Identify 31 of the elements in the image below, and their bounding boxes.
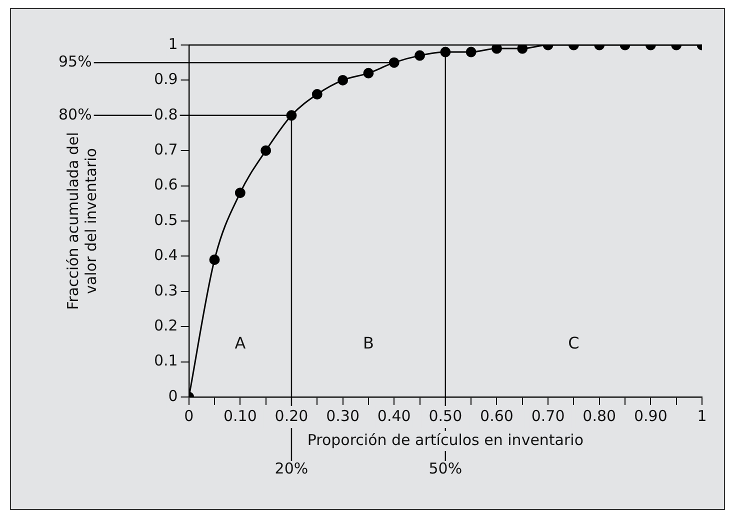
x-tick-label: 0.70 xyxy=(531,406,565,425)
y-tick-label: 0.9 xyxy=(154,70,178,88)
y-tick-label: 0.2 xyxy=(154,316,178,334)
y-tick-label: 0.8 xyxy=(154,105,178,124)
y-tick-label: 0.7 xyxy=(154,140,178,158)
x-tick-label: 0 xyxy=(184,406,194,425)
x-tick-label: 0.60 xyxy=(480,406,514,425)
ref-line-label: 50% xyxy=(428,459,462,478)
x-tick-label: 0.20 xyxy=(274,406,308,425)
annotation: A xyxy=(234,333,246,352)
x-tick-label: 0.90 xyxy=(634,406,668,425)
y-tick-label: 1 xyxy=(168,34,178,53)
ref-line-label: 95% xyxy=(58,52,92,70)
ref-line-label: 80% xyxy=(58,105,92,124)
x-tick-label: 0.50 xyxy=(428,406,462,425)
y-tick-label: 0.5 xyxy=(154,210,178,229)
y-tick-label: 0 xyxy=(168,386,178,405)
x-tick-label: 0.40 xyxy=(377,406,411,425)
y-tick-label: 0.3 xyxy=(154,281,178,300)
x-axis-title: Proporción de artículos en inventario xyxy=(307,430,584,449)
y-tick-label: 0.4 xyxy=(154,246,178,264)
annotation: B xyxy=(362,333,374,352)
annotation: C xyxy=(568,333,580,352)
x-tick-label: 1 xyxy=(697,406,707,425)
x-tick-label: 0.10 xyxy=(223,406,257,425)
y-tick-label: 0.1 xyxy=(154,352,178,370)
ref-line-label: 20% xyxy=(274,459,308,478)
y-tick-label: 0.6 xyxy=(154,176,178,194)
y-axis-title: Fracción acumulada del valor del inventario xyxy=(64,132,100,310)
x-tick-label: 0.30 xyxy=(326,406,360,425)
x-tick-label: 0.80 xyxy=(582,406,616,425)
